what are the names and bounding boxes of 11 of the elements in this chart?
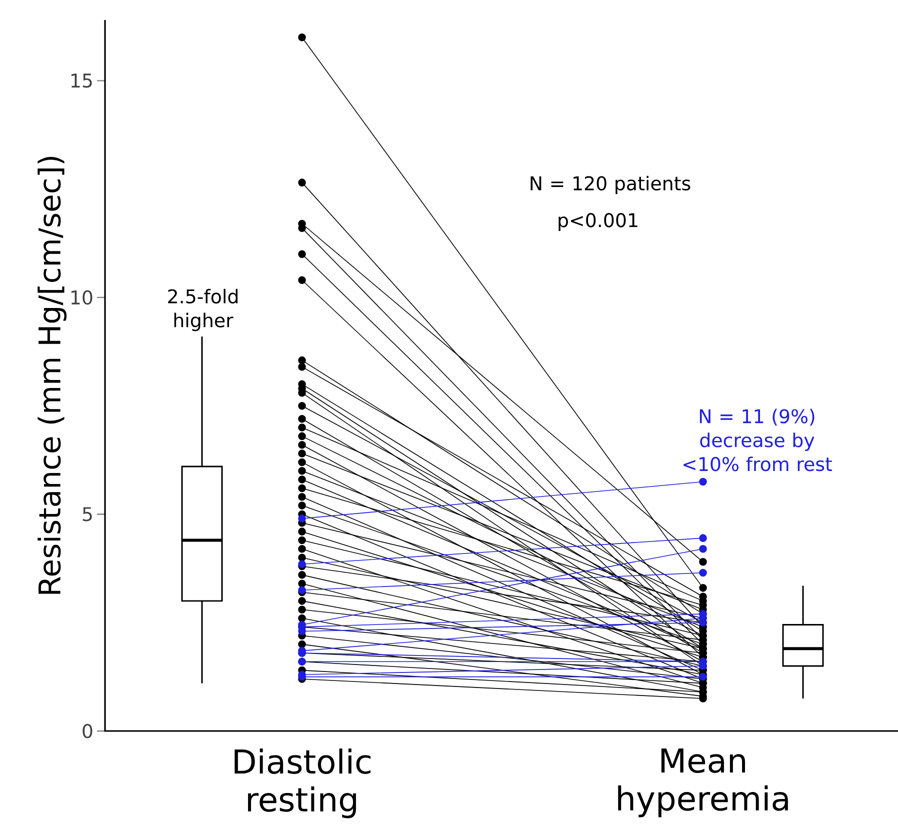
annotation: p<0.001	[558, 213, 638, 231]
annotation: 2.5-fold higher	[168, 288, 238, 332]
x-tick-label: Diastolic resting	[234, 748, 371, 818]
x-tick-label: Mean hyperemia	[618, 748, 788, 818]
y-tick-label: 0	[82, 724, 92, 738]
y-tick-label: 10	[71, 290, 92, 305]
y-tick-label: 5	[82, 507, 92, 522]
y-tick-label: 15	[71, 74, 92, 88]
y-axis-title: Resistance (mm Hg/[cm/sec])	[38, 156, 67, 594]
annotation: N = 11 (9%) decrease by <10% from rest	[684, 408, 832, 472]
annotation: N = 120 patients	[530, 176, 690, 194]
